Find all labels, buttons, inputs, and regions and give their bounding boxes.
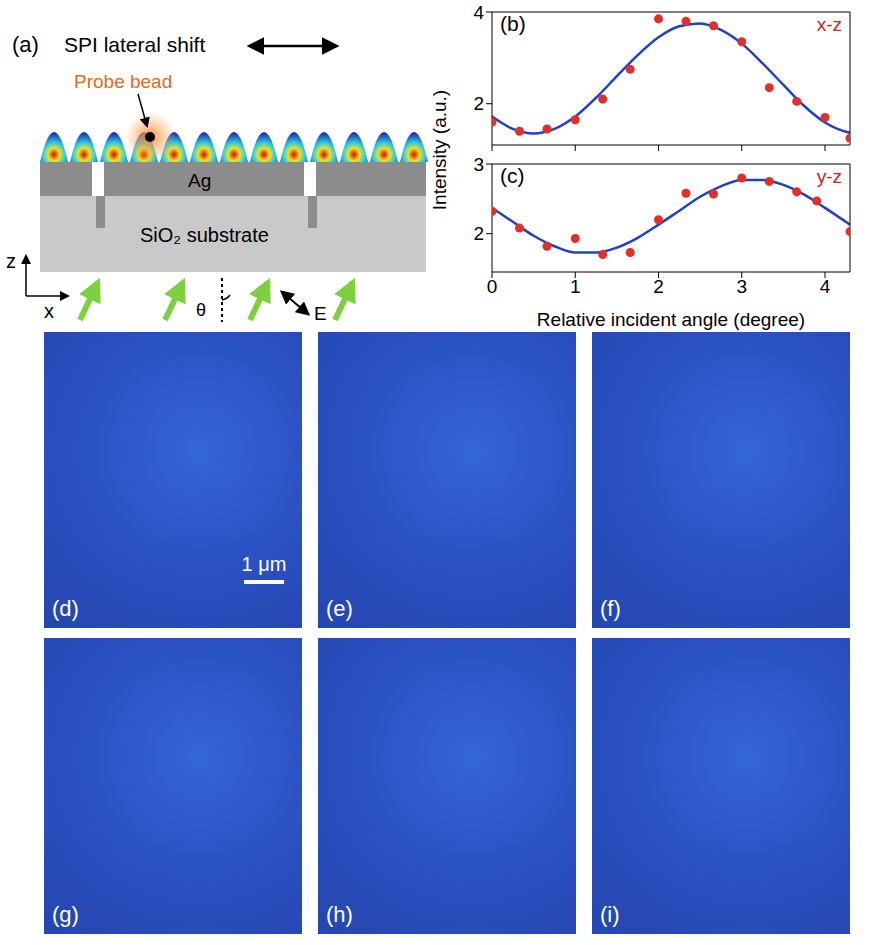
svg-text:θ: θ	[196, 300, 206, 320]
html-text:y-z: y-z	[816, 166, 842, 187]
svg-text:2: 2	[473, 223, 484, 244]
svg-text:3: 3	[736, 276, 747, 297]
html-text:(i): (i)	[600, 902, 620, 927]
html-text:Intensity (a.u.): Intensity (a.u.)	[429, 89, 450, 211]
svg-text:Probe bead: Probe bead	[74, 71, 172, 92]
svg-text:2: 2	[473, 93, 484, 114]
svg-text:x: x	[44, 300, 54, 322]
html-text:(c): (c)	[500, 164, 525, 187]
html-text:(b): (b)	[500, 12, 526, 35]
svg-text:0: 0	[487, 276, 498, 297]
svg-text:SiO₂ substrate: SiO₂ substrate	[140, 224, 269, 246]
svg-text:4: 4	[820, 276, 831, 297]
html-text:1 μm: 1 μm	[241, 553, 287, 575]
html-text:(h): (h)	[326, 902, 353, 927]
svg-text:E: E	[314, 303, 327, 324]
svg-text:1: 1	[570, 276, 581, 297]
svg-text:z: z	[6, 250, 16, 272]
html-text:(f): (f)	[600, 596, 621, 621]
svg-text:Relative incident angle (degre: Relative incident angle (degree)	[537, 309, 805, 330]
html-text:(e): (e)	[326, 596, 353, 621]
svg-text:3: 3	[473, 154, 484, 175]
svg-text:2: 2	[653, 276, 664, 297]
html-text:(g): (g)	[52, 902, 79, 927]
svg-text:SPI lateral shift: SPI lateral shift	[64, 33, 205, 56]
svg-text:Ag: Ag	[188, 170, 211, 191]
svg-text:(a): (a)	[12, 32, 39, 57]
html-text:x-z: x-z	[816, 14, 842, 35]
svg-text:4: 4	[473, 2, 484, 23]
html-text:(d): (d)	[52, 596, 79, 621]
